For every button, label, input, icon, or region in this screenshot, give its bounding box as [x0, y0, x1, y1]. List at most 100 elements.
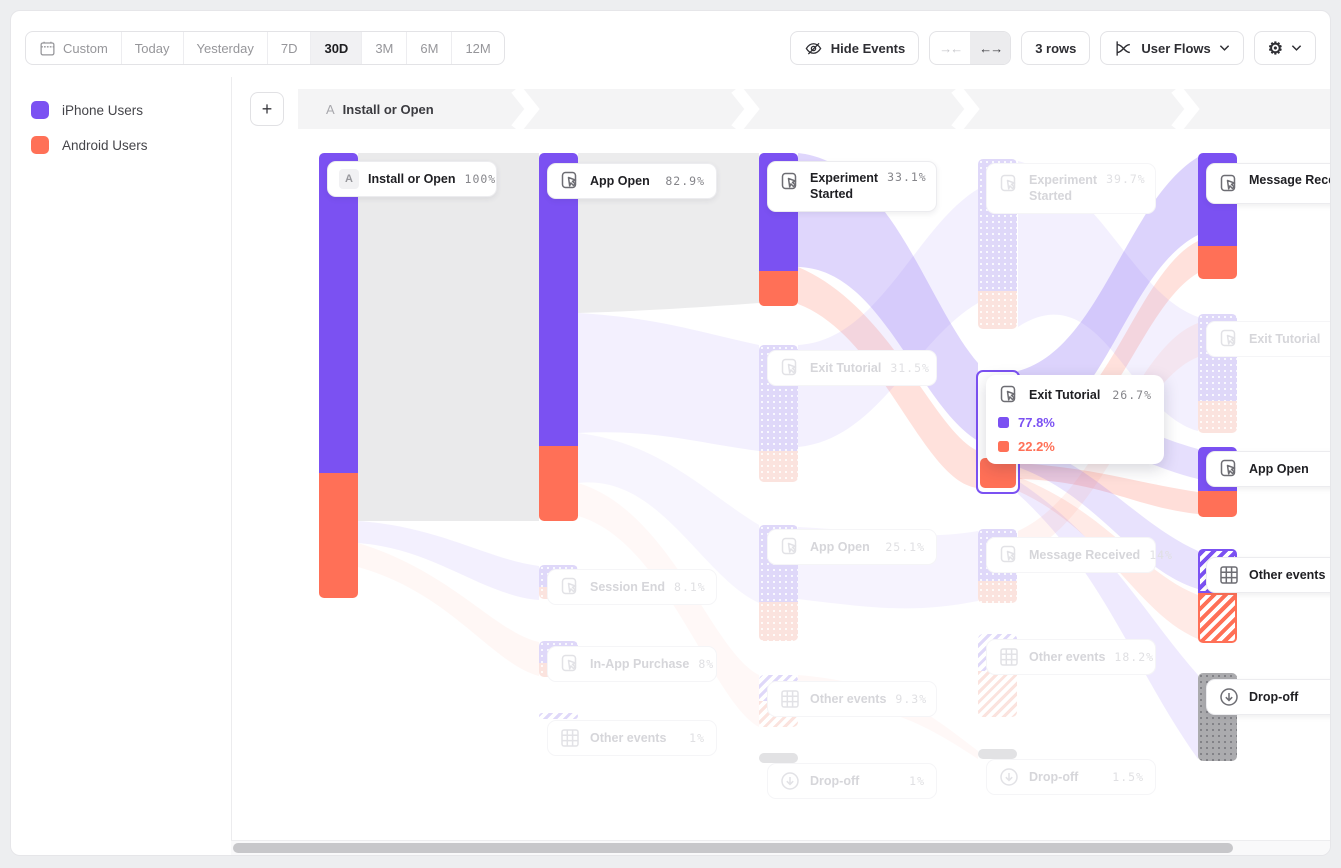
node-card-session-end[interactable]: Session End 8.1% — [547, 569, 717, 605]
node-percent: 100% — [464, 172, 497, 186]
eye-off-icon — [804, 39, 823, 58]
date-range-custom[interactable]: Custom — [26, 32, 122, 64]
node-card-app-open[interactable]: App Open 82.9% — [547, 163, 717, 199]
node-name: App Open — [810, 539, 870, 554]
node-card-other-events[interactable]: Other events — [1206, 557, 1330, 593]
sidebar-divider — [231, 77, 232, 841]
date-range-3m[interactable]: 3M — [362, 32, 408, 64]
node-bar-other-events[interactable] — [1198, 593, 1237, 643]
date-range-label: 7D — [280, 40, 298, 56]
node-card-in-app-purchase[interactable]: In-App Purchase 8% — [547, 646, 717, 682]
hide-events-label: Hide Events — [830, 40, 906, 56]
date-range-6m[interactable]: 6M — [407, 32, 453, 64]
node-name: Drop-off — [1249, 689, 1299, 704]
date-range-label: 6M — [420, 40, 439, 56]
node-card-drop-off[interactable]: Drop-off 1% — [767, 763, 937, 799]
horizontal-scrollbar-thumb[interactable] — [233, 843, 1233, 853]
node-bar-other-events[interactable] — [539, 713, 578, 719]
app-window: Custom Today Yesterday 7D 30D 3M 6M 12M Hide Ev… — [10, 10, 1331, 856]
view-selector-button[interactable]: User Flows — [1100, 31, 1244, 65]
node-card-drop-off[interactable]: Drop-off — [1206, 679, 1330, 715]
hide-events-button[interactable]: Hide Events — [789, 31, 920, 65]
date-range-label: 3M — [375, 40, 394, 56]
add-step-button[interactable]: + — [250, 92, 284, 126]
node-name: In-App Purchase — [590, 656, 690, 671]
breakdown-percent: 77.8% — [1018, 415, 1055, 430]
date-range-30d[interactable]: 30D — [311, 32, 363, 64]
grid-icon — [998, 646, 1020, 668]
date-range-yesterday[interactable]: Yesterday — [184, 32, 268, 64]
node-bar-app-open[interactable] — [539, 153, 578, 446]
node-name: Other events — [590, 730, 667, 745]
step-letter: A — [326, 101, 335, 117]
node-percent: 1% — [689, 731, 705, 745]
grid-icon — [1218, 564, 1240, 586]
node-card-exit-tutorial[interactable]: Exit Tutorial — [1206, 321, 1330, 357]
legend-swatch — [31, 101, 49, 119]
legend-item-android-users[interactable]: Android Users — [31, 134, 148, 156]
toolbar-right-cluster: Hide Events →← ←→ 3 rows User Flows — [789, 31, 1316, 65]
node-name: Drop-off — [1029, 769, 1079, 784]
node-bar-other-events[interactable] — [978, 671, 1017, 717]
dropoff-icon — [1218, 686, 1240, 708]
settings-button[interactable]: ⚙ — [1253, 31, 1316, 65]
node-card-other-events[interactable]: Other events 18.2% — [986, 639, 1156, 675]
collapse-columns-button[interactable]: →← — [939, 40, 963, 56]
date-range-7d[interactable]: 7D — [268, 32, 312, 64]
node-bar-app-open[interactable] — [759, 602, 798, 641]
node-bar-message-received[interactable] — [978, 581, 1017, 603]
toolbar: Custom Today Yesterday 7D 30D 3M 6M 12M Hide Ev… — [25, 31, 1316, 65]
node-percent: 33.1% — [887, 170, 927, 184]
chevron-down-icon — [1291, 44, 1302, 52]
legend-item-iphone-users[interactable]: iPhone Users — [31, 99, 148, 121]
node-bar-experiment-started[interactable] — [978, 291, 1017, 329]
node-bar-install-or-open[interactable] — [319, 153, 358, 473]
user-flows-icon — [1114, 39, 1133, 58]
horizontal-scrollbar-track[interactable] — [231, 840, 1330, 855]
node-card-other-events[interactable]: Other events 9.3% — [767, 681, 937, 717]
node-bar-exit-tutorial[interactable] — [759, 451, 798, 482]
node-bar-exit-tutorial[interactable] — [1198, 401, 1237, 433]
rows-button[interactable]: 3 rows — [1021, 31, 1091, 65]
node-name: Session End — [590, 579, 666, 594]
event-letter-badge: A — [339, 169, 359, 189]
node-bar-message-received[interactable] — [1198, 246, 1237, 279]
step-title: Install or Open — [342, 101, 434, 117]
date-range-label: 12M — [465, 40, 491, 56]
legend-label: Android Users — [62, 137, 148, 153]
node-card-message-received[interactable]: Message Received — [1206, 163, 1330, 204]
tap-icon — [779, 171, 801, 193]
node-name: Other events — [1029, 649, 1106, 664]
node-card-message-received[interactable]: Message Received 14% — [986, 537, 1172, 573]
node-card-experiment-started[interactable]: Experiment Started 33.1% — [767, 161, 937, 212]
node-bar-install-or-open[interactable] — [319, 473, 358, 598]
node-percent: 26.7% — [1112, 388, 1152, 402]
node-percent: 1% — [909, 774, 925, 788]
node-bar-drop-off[interactable] — [759, 753, 798, 763]
node-card-experiment-started[interactable]: Experiment Started 39.7% — [986, 163, 1156, 214]
node-card-install-or-open[interactable]: A Install or Open 100% — [327, 161, 497, 197]
node-card-app-open[interactable]: App Open — [1206, 451, 1330, 487]
tap-icon — [998, 173, 1020, 195]
node-card-other-events[interactable]: Other events 1% — [547, 720, 717, 756]
date-range-12m[interactable]: 12M — [452, 32, 503, 64]
node-bar-app-open[interactable] — [539, 446, 578, 521]
expand-columns-button[interactable]: ←→ — [970, 32, 1011, 64]
date-range-today[interactable]: Today — [122, 32, 184, 64]
node-tooltip-exit-tutorial: Exit Tutorial 26.7% 77.8% 22.2% — [986, 375, 1164, 464]
node-bar-app-open[interactable] — [1198, 491, 1237, 517]
node-name: Other events — [810, 691, 887, 706]
node-card-drop-off[interactable]: Drop-off 1.5% — [986, 759, 1156, 795]
node-name: Message Received — [1249, 173, 1330, 187]
node-bar-experiment-started[interactable] — [759, 271, 798, 306]
node-bar-drop-off[interactable] — [978, 749, 1017, 759]
column-width-toggle: →← ←→ — [929, 31, 1012, 65]
node-name: App Open — [1249, 461, 1309, 476]
node-name: Exit Tutorial — [1249, 331, 1321, 346]
calendar-icon — [39, 40, 56, 57]
node-card-app-open[interactable]: App Open 25.1% — [767, 529, 937, 565]
flow-steps-bar[interactable]: A Install or Open — [298, 89, 1330, 129]
node-card-exit-tutorial[interactable]: Exit Tutorial 31.5% — [767, 350, 937, 386]
tap-icon — [1218, 328, 1240, 350]
tap-icon — [779, 357, 801, 379]
